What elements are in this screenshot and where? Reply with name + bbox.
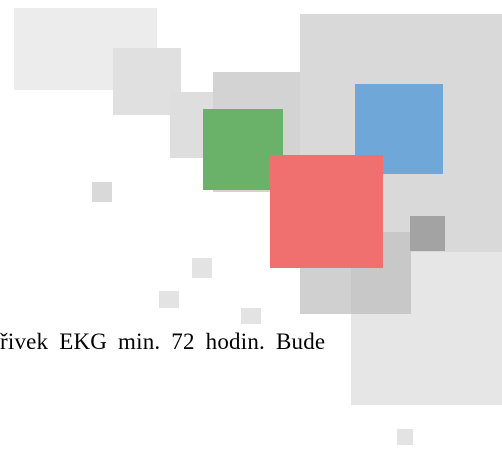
decorative-square-small [92,182,112,202]
decorative-square-small [241,308,261,324]
document-text-line: řivek EKG min. 72 hodin. Bude [0,329,326,354]
decorative-square-left-mid [113,48,181,115]
decorative-square-small [397,429,413,445]
decorative-square-red [270,155,383,268]
decorative-square-green [203,109,283,190]
decorative-square-small [192,258,212,278]
decorative-square-small [159,291,179,308]
decorative-square-dark [410,216,445,251]
